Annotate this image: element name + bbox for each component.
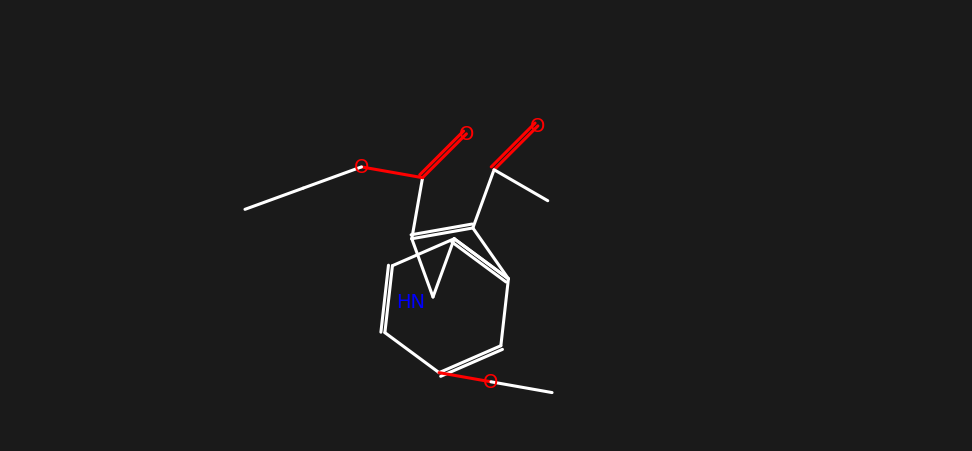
Text: O: O	[530, 117, 545, 136]
Text: O: O	[459, 125, 474, 144]
Text: O: O	[354, 158, 369, 177]
Text: HN: HN	[396, 293, 425, 312]
Text: O: O	[483, 373, 499, 391]
